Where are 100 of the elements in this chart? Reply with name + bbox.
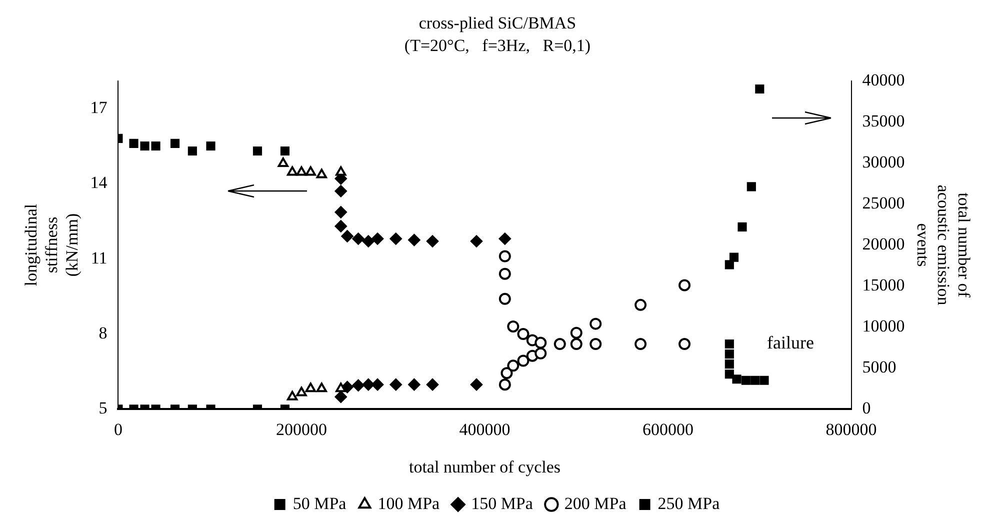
point [500,367,513,380]
point [252,146,262,156]
point [206,141,216,151]
legend-label: 50 MPa [292,494,347,513]
point [341,230,354,242]
y2-tick-label: 10000 [862,316,905,336]
point [151,141,160,151]
point [140,141,150,151]
point [334,390,347,403]
point [278,158,288,168]
point [678,338,691,350]
point [724,260,734,270]
point [678,279,691,292]
point [336,382,346,392]
point [760,376,769,385]
y2-tick-label: 0 [862,398,871,418]
y-tick-label: 5 [98,398,108,418]
point [634,338,647,350]
point [470,235,483,248]
point [334,206,347,218]
point [296,166,307,176]
y-tick-label: 14 [90,173,108,192]
point [590,338,602,350]
point [316,382,327,392]
point [741,376,750,385]
point [305,166,316,176]
point [305,382,316,392]
point [188,146,197,156]
y-axis-title: longitudinal stiffness (kN/mm) [22,204,82,286]
point [352,379,364,392]
point [408,234,420,246]
legend-label: 150 MPa [471,494,534,513]
point [746,182,756,192]
point [498,232,511,245]
point [517,328,530,340]
point [408,378,420,391]
y-tick-label: 11 [90,248,108,268]
point [498,292,511,305]
point [280,146,290,156]
point [724,360,734,369]
point [372,378,384,391]
annotation: failure [766,332,814,352]
point [362,235,374,248]
point [498,250,511,262]
point [570,326,582,339]
point [426,378,439,391]
legend-label: 100 MPa [378,494,440,513]
y2-axis-title: total number of acoustic emission events [914,184,974,306]
point [362,378,374,391]
point [426,235,439,248]
point [498,378,511,391]
legend-label: 250 MPa [658,494,720,513]
point [534,336,547,349]
point [507,320,520,332]
point [296,386,307,396]
x-tick-label: 600000 [642,420,694,439]
y2-tick-label: 15000 [862,276,905,295]
point [570,338,582,350]
point [724,370,734,379]
y2-tick-label: 30000 [862,152,905,172]
chart-title: cross-plied SiC/BMAS [418,14,576,33]
point [634,298,647,311]
point [390,232,402,245]
point [352,232,364,245]
point [729,252,739,262]
y2-tick-label: 25000 [862,193,905,212]
point [286,390,298,400]
y-tick-label: 8 [98,323,108,342]
point [286,166,298,176]
point [732,374,742,384]
point [334,220,347,232]
point [517,354,530,367]
y2-tick-label: 5000 [862,358,896,377]
y2-tick-label: 40000 [862,70,905,90]
point [738,222,747,232]
x-tick-label: 800000 [826,420,877,439]
point [750,376,760,385]
point [507,360,520,372]
point [336,166,346,176]
point [316,168,327,178]
legend-label: 200 MPa [564,494,627,513]
y2-tick-label: 35000 [862,111,905,130]
point [372,232,384,245]
point [498,268,511,280]
point [129,138,138,148]
y-tick-label: 17 [90,98,108,117]
x-axis-title: total number of cycles [408,457,561,476]
point [390,378,402,391]
point [554,338,566,350]
x-tick-label: 0 [114,420,122,439]
point [334,185,347,198]
point [590,318,602,330]
y2-tick-label: 20000 [862,234,905,254]
point [755,84,764,94]
point [724,339,734,349]
x-tick-label: 200000 [276,420,327,439]
point [170,138,180,148]
point [470,378,483,391]
point [724,350,734,359]
x-tick-label: 400000 [459,420,510,439]
